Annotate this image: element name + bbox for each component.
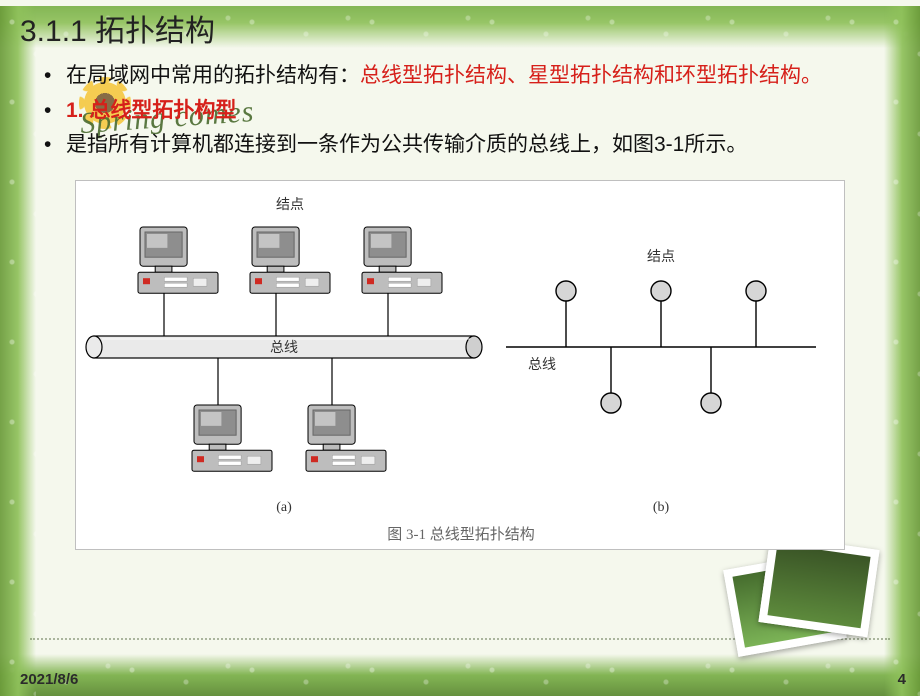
bullet-2-text: 1. 总线型拓扑构型 [66, 99, 236, 122]
bullet-1: 在局域网中常用的拓扑结构有：总线型拓扑结构、星型拓扑结构和环型拓扑结构。 [44, 60, 900, 93]
footer-page: 4 [898, 671, 906, 688]
photo-stack-decor [730, 538, 880, 658]
slide-title: 3.1.1 拓扑结构 [20, 6, 900, 50]
bullet-3: 是指所有计算机都连接到一条作为公共传输介质的总线上，如图3-1所示。 [44, 129, 900, 162]
svg-text:(b): (b) [653, 500, 670, 515]
svg-text:图 3-1 总线型拓扑结构: 图 3-1 总线型拓扑结构 [387, 526, 535, 543]
bullet-1-highlight: 总线型拓扑结构、星型拓扑结构和环型拓扑结构。 [360, 64, 822, 87]
figure-3-1: 结点总线 (a) 结点总线 (b) 图 3-1 总线型拓扑结构 [75, 180, 845, 550]
svg-text:结点: 结点 [647, 249, 675, 265]
svg-text:结点: 结点 [276, 197, 304, 213]
bullet-3-text: 是指所有计算机都连接到一条作为公共传输介质的总线上，如图3-1所示。 [66, 133, 747, 156]
bullet-1-prefix: 在局域网中常用的拓扑结构有： [66, 64, 360, 87]
bullet-2: 1. 总线型拓扑构型 [44, 95, 900, 128]
svg-text:(a): (a) [276, 500, 292, 515]
footer-date: 2021/8/6 [20, 671, 78, 688]
bullet-list: 在局域网中常用的拓扑结构有：总线型拓扑结构、星型拓扑结构和环型拓扑结构。 1. … [44, 60, 900, 162]
svg-text:总线: 总线 [528, 357, 556, 373]
svg-text:总线: 总线 [270, 340, 298, 356]
